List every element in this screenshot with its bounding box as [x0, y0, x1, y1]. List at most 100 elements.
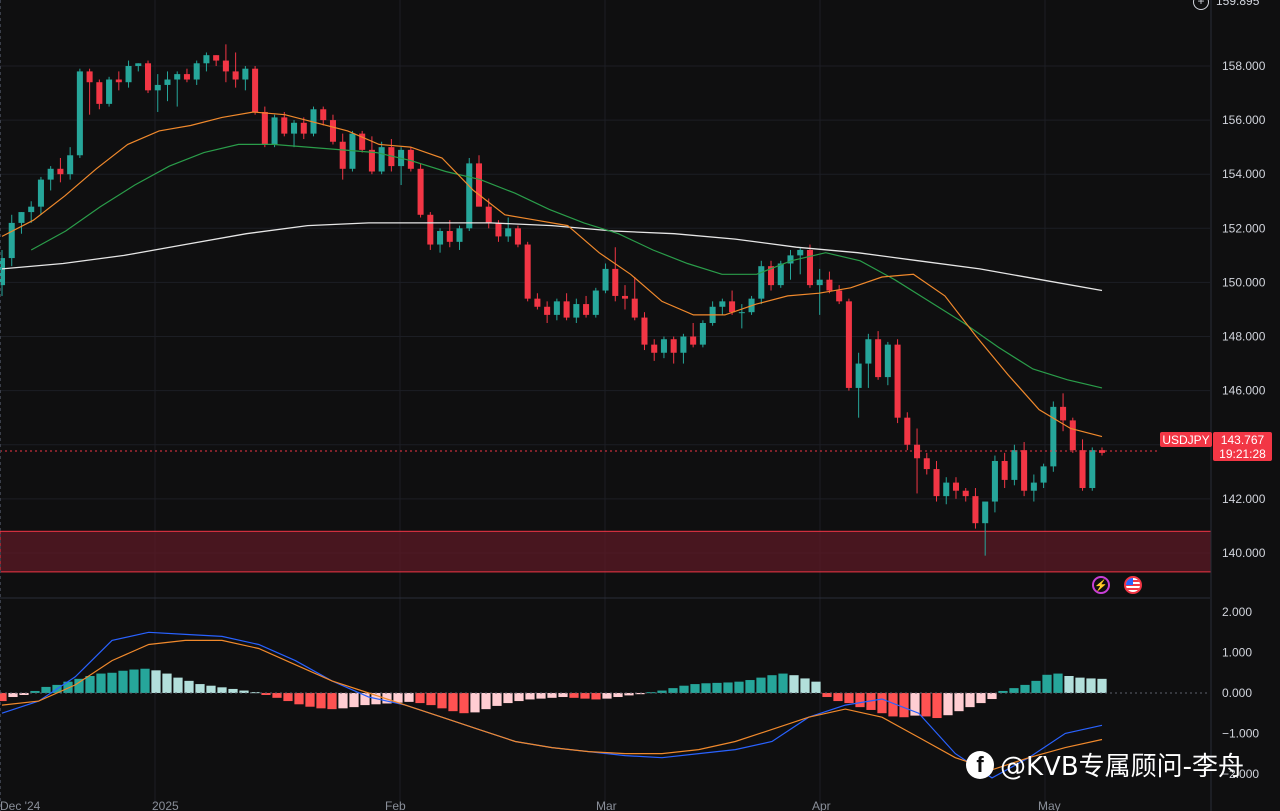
macd-histogram-bar: [426, 692, 436, 706]
macd-histogram-bar: [206, 685, 216, 693]
macd-histogram-bar: [921, 692, 931, 717]
candle: [96, 79, 103, 110]
candle: [378, 141, 385, 175]
candle: [738, 304, 745, 329]
support-zone[interactable]: [0, 530, 1212, 573]
candle: [962, 488, 969, 502]
macd-histogram-bar: [811, 681, 821, 693]
macd-histogram-bar: [151, 670, 161, 693]
macd-tick-label: −1.000: [1222, 726, 1259, 740]
candle: [690, 322, 697, 348]
macd-histogram-bar: [0, 692, 7, 702]
macd-histogram-bar: [844, 692, 854, 704]
candle: [1079, 439, 1086, 491]
candle: [1021, 442, 1028, 497]
candle: [884, 341, 891, 386]
candle: [660, 336, 667, 359]
macd-histogram-bar: [866, 692, 876, 710]
candle: [398, 147, 405, 186]
macd-histogram-bar: [998, 690, 1008, 693]
price-tick-label: 140.000: [1222, 546, 1266, 560]
candle: [524, 241, 531, 302]
candle: [670, 336, 677, 364]
macd-histogram-bar: [965, 692, 975, 708]
candle: [758, 260, 765, 305]
price-tick-label: 142.000: [1222, 492, 1266, 506]
macd-histogram-bar: [624, 692, 634, 696]
candle: [797, 247, 804, 275]
candle: [641, 312, 648, 351]
macd-tick-label: 0.000: [1222, 686, 1252, 700]
macd-histogram-bar: [1009, 688, 1019, 693]
macd-histogram-bar: [349, 692, 359, 708]
candle: [86, 68, 93, 115]
candle: [855, 352, 862, 418]
us-flag-icon[interactable]: [1124, 576, 1142, 594]
candle: [952, 477, 959, 499]
top-price-label: 159.895: [1216, 0, 1260, 8]
macd-histogram-bar: [1053, 673, 1063, 693]
candle: [573, 298, 580, 323]
macd-histogram-bar: [1042, 674, 1052, 693]
candle: [1001, 452, 1008, 489]
candle: [427, 212, 434, 250]
macd-histogram-bar: [305, 692, 315, 707]
macd-histogram-bar: [261, 692, 271, 695]
price-axis[interactable]: 158.000 156.000 154.000 152.000 150.000 148.0…: [1222, 59, 1266, 560]
last-price-tag: 143.767 19:21:28: [1213, 432, 1272, 461]
macd-histogram-bar: [723, 682, 733, 693]
candle: [534, 293, 541, 310]
macd-histogram-bar: [272, 692, 282, 698]
macd-histogram-bar: [899, 692, 909, 718]
macd-histogram-bar: [217, 687, 227, 693]
macd-histogram-bar: [470, 692, 480, 713]
symbol-tag: USDJPY: [1160, 432, 1212, 447]
candle: [1089, 447, 1096, 491]
candle: [991, 455, 998, 513]
macd-histogram-bar: [184, 680, 194, 693]
macd-histogram-bar: [393, 692, 403, 703]
candle: [8, 214, 15, 267]
macd-histogram-bar: [107, 672, 117, 693]
candle: [592, 287, 599, 318]
macd-histogram-bar: [701, 683, 711, 693]
candle: [213, 55, 220, 66]
candle: [553, 298, 560, 321]
candle: [437, 228, 444, 253]
candle: [368, 136, 375, 175]
price-tick-label: 148.000: [1222, 330, 1266, 344]
candle: [943, 477, 950, 505]
ema-slow-line: [30, 143, 1103, 389]
date-tick-label: Dec '24: [0, 799, 41, 811]
macd-histogram-bar: [1075, 677, 1085, 693]
macd-axis[interactable]: 2.000 1.000 0.000 −1.000 −2.000: [1222, 605, 1259, 781]
date-tick-label: 2025: [152, 799, 179, 811]
candle: [76, 68, 83, 158]
candle: [836, 285, 843, 305]
candle: [1011, 444, 1018, 486]
candle: [923, 452, 930, 475]
ema-long-line: [1, 222, 1103, 292]
candle: [37, 176, 44, 215]
macd-histogram-bar: [228, 688, 238, 693]
candle: [806, 244, 813, 288]
flash-icon[interactable]: ⚡: [1092, 576, 1110, 594]
macd-histogram-bar: [239, 690, 249, 693]
date-axis[interactable]: Dec '24 2025 Feb Mar Apr May: [0, 799, 1061, 811]
macd-histogram-bar: [1086, 678, 1096, 693]
macd-histogram-bar: [1031, 680, 1041, 693]
macd-histogram-bar: [283, 692, 293, 702]
macd-histogram-bar: [492, 692, 502, 706]
macd-histogram-bar: [437, 692, 447, 709]
candle: [271, 114, 278, 148]
candle: [281, 111, 288, 137]
candle: [845, 298, 852, 391]
macd-histogram-bar: [294, 692, 304, 705]
macd-histogram-bar: [195, 684, 205, 693]
last-price-value: 143.767: [1220, 432, 1265, 447]
candle: [719, 298, 726, 315]
candles: [0, 44, 1106, 556]
macd-histogram-bar: [96, 673, 106, 693]
macd-histogram-bar: [118, 670, 128, 693]
